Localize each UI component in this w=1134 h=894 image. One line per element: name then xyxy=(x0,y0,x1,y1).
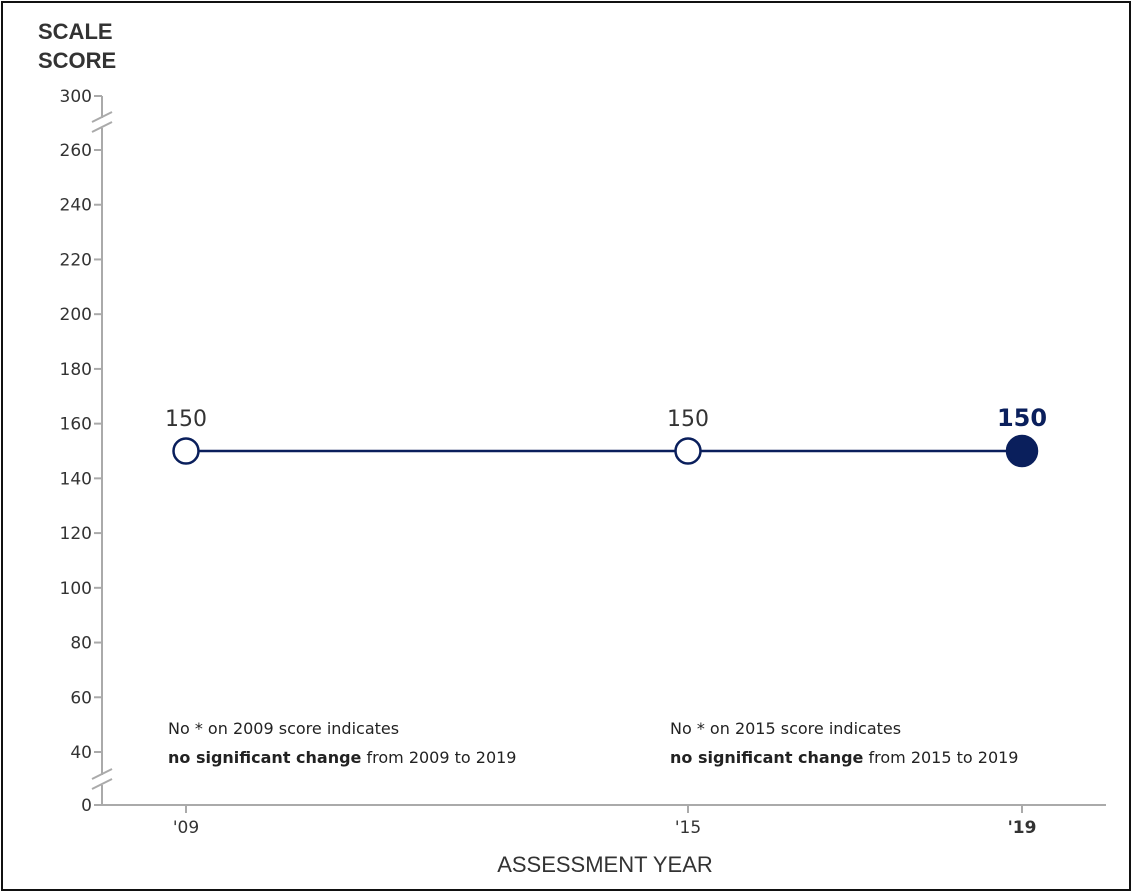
data-point xyxy=(172,437,200,465)
y-tick-label: 60 xyxy=(70,688,92,708)
annotation-line-2: no significant change from 2015 to 2019 xyxy=(670,748,1018,767)
y-tick-label: 260 xyxy=(60,141,92,161)
y-axis-title-line-1: SCALE xyxy=(38,19,113,44)
data-label: 150 xyxy=(997,404,1047,432)
y-tick-label: 180 xyxy=(60,360,92,380)
x-tick-label: '15 xyxy=(675,818,701,838)
y-tick-label: 40 xyxy=(70,743,92,763)
y-tick-label: 0 xyxy=(81,796,92,816)
y-tick-label: 240 xyxy=(60,196,92,216)
y-tick-label: 120 xyxy=(60,524,92,544)
y-tick-label: 200 xyxy=(60,305,92,325)
y-tick-label: 100 xyxy=(60,579,92,599)
y-axis-title: SCALE SCORE xyxy=(38,19,116,73)
axis-break-mark xyxy=(91,768,113,790)
axis-break-mark xyxy=(91,111,113,133)
annotation: No * on 2015 score indicates no significa… xyxy=(670,719,1018,767)
annotation-line-2: no significant change from 2009 to 2019 xyxy=(168,748,516,767)
y-tick-label: 300 xyxy=(60,87,92,107)
x-axis-title: ASSESSMENT YEAR xyxy=(497,852,713,877)
y-tick-label: 220 xyxy=(60,250,92,270)
annotations: No * on 2009 score indicates no significa… xyxy=(168,719,1018,767)
data-point xyxy=(674,437,702,465)
y-axis-title-line-2: SCORE xyxy=(38,48,116,73)
y-tick-label: 80 xyxy=(70,634,92,654)
y-tick-label: 160 xyxy=(60,415,92,435)
y-axis: 300 260 240 220 200 180 160 140 120 100 80 60 40 0 xyxy=(60,87,113,816)
series: 150 150 150 xyxy=(165,404,1047,468)
x-tick-label: '19 xyxy=(1008,818,1037,838)
annotation: No * on 2009 score indicates no significa… xyxy=(168,719,516,767)
x-tick-label: '09 xyxy=(173,818,199,838)
annotation-line-1: No * on 2009 score indicates xyxy=(168,719,399,738)
data-label: 150 xyxy=(667,407,709,432)
data-label: 150 xyxy=(165,407,207,432)
data-point xyxy=(1005,434,1039,468)
y-tick-label: 140 xyxy=(60,469,92,489)
annotation-line-1: No * on 2015 score indicates xyxy=(670,719,901,738)
x-axis: '09 '15 '19 xyxy=(102,804,1106,838)
